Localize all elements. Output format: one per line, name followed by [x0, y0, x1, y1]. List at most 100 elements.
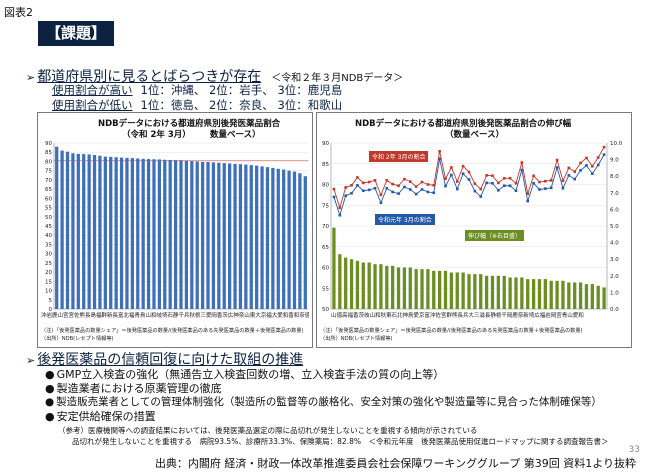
y-tick-label: 30	[45, 252, 52, 258]
bar	[109, 156, 113, 309]
bullet-item: ● 製造販売業者としての管理体制強化（製造所の監督等の厳格化、安全対策の強化や製造…	[45, 394, 602, 409]
growth-bar	[549, 280, 553, 309]
r1-point	[373, 186, 377, 190]
y-tick-label: 55	[45, 206, 52, 212]
growth-bar	[367, 262, 371, 309]
r2-point	[467, 170, 471, 174]
bar	[168, 159, 172, 309]
r2-point	[397, 184, 400, 188]
y-tick-label: 15	[45, 279, 52, 285]
r2-point	[408, 180, 412, 183]
bar	[222, 163, 226, 309]
growth-bar	[420, 269, 424, 309]
growth-bar	[455, 272, 459, 309]
left-chart-subtitle: （令和 2年 3月）	[122, 130, 191, 140]
r2-point	[379, 193, 383, 197]
y-tick-label: 65	[322, 245, 329, 251]
bar	[146, 159, 151, 309]
y-tick-label: 90	[45, 141, 52, 147]
growth-bar	[490, 275, 495, 309]
bar	[206, 161, 210, 309]
section1-note: ＜令和２年３月NDBデータ＞	[271, 73, 404, 84]
bullet-text: GMP立入検査の強化（無通告立入検査回数の増、立入検査手法の質の向上等）	[56, 368, 445, 381]
r2-point	[361, 181, 365, 185]
bar	[60, 150, 64, 309]
growth-bar	[449, 272, 454, 309]
r2-point	[420, 180, 424, 184]
low-usage-text: 1位：徳島、 2位：奈良、 3位：和歌山	[140, 98, 343, 112]
bullet-item: ● 製造業者における原薬管理の徹底	[45, 380, 222, 396]
r1-point	[491, 181, 494, 185]
bullet-dot-icon: ●	[45, 382, 55, 395]
r2-point	[338, 206, 342, 210]
r2-point	[591, 164, 594, 168]
r2-point	[585, 156, 588, 160]
growth-bar	[355, 260, 360, 309]
growth-bar	[408, 267, 412, 309]
r2-point	[414, 185, 418, 188]
y-tick-label: 50	[322, 307, 329, 313]
y-tick-label: 60	[322, 266, 329, 272]
r1-point	[414, 192, 418, 196]
bar	[282, 169, 286, 309]
r1-point	[508, 184, 512, 188]
r1-point	[461, 172, 465, 176]
section1-title: 都道府県別に見るとばらつきが存在	[37, 69, 262, 85]
label-r2: 令和 2年 3月の割合	[369, 151, 429, 162]
r2-point	[385, 179, 389, 182]
left-chart-xlabels: 沖岩鹿山宮宮佐熊長島福群新長富北福青鳥山和岐埼石静千兵秋栃三愛岡香茨広神奈山東大…	[41, 313, 309, 319]
r2-point	[444, 177, 447, 180]
bar	[271, 167, 275, 309]
r2-point	[532, 174, 535, 178]
right-chart-title: NDBデータにおける都道府県別後発医薬品割合の伸び幅	[355, 119, 572, 129]
bar	[114, 157, 118, 309]
growth-bar	[467, 274, 471, 309]
bar	[125, 157, 129, 309]
growth-bar	[385, 265, 389, 309]
growth-bar	[338, 254, 342, 309]
arrow-icon: ➢	[26, 71, 36, 84]
r1-point	[585, 164, 588, 167]
bullet-dot-icon: ●	[45, 368, 55, 381]
r2-point	[479, 187, 483, 191]
y-tick-label: 40	[45, 233, 52, 239]
growth-bar	[344, 257, 348, 309]
high-usage-label: 使用割合が高い	[52, 83, 133, 97]
y-tick-label: 45	[45, 224, 52, 230]
growth-bar	[426, 269, 430, 309]
r1-point	[385, 186, 389, 190]
high-usage-text: 1位：沖縄、 2位：岩手、 3位：鹿児島	[140, 83, 343, 97]
y-tick-label: 80	[322, 183, 329, 189]
y-tick-label: 55	[322, 286, 329, 292]
r1-point	[520, 168, 524, 172]
high-usage-line: 使用割合が高い 1位：沖縄、 2位：岩手、 3位：鹿児島	[52, 82, 342, 98]
growth-bar	[602, 287, 606, 309]
growth-bar	[332, 227, 336, 309]
bar	[136, 158, 140, 309]
reference-line2: 品切れが発生しないことを重視する 病院93.5%、診療所33.3%、保険薬局：8…	[72, 437, 609, 446]
bar	[119, 157, 124, 309]
r2-point	[514, 181, 518, 185]
r1-point	[438, 157, 441, 161]
bar	[130, 158, 134, 309]
bullet-text: 製造業者における原薬管理の徹底	[56, 382, 222, 395]
r1-point	[432, 191, 436, 195]
bar	[173, 160, 178, 309]
bar	[287, 170, 291, 309]
growth-bar	[414, 269, 418, 309]
low-usage-label: 使用割合が低い	[52, 98, 133, 112]
r1-point	[350, 191, 353, 195]
bullet-item: ● 安定供給確保の措置	[45, 408, 156, 424]
growth-bar	[514, 277, 518, 309]
r2-point	[403, 177, 406, 181]
r1-point	[379, 201, 383, 205]
growth-bar	[373, 264, 377, 309]
growth-bar	[502, 275, 506, 309]
y-tick-label: 20	[45, 270, 52, 276]
bar	[249, 165, 253, 309]
y-tick-label: 10	[45, 289, 52, 295]
r1-point	[397, 192, 400, 195]
r2-point	[538, 180, 541, 184]
r1-point	[367, 188, 371, 192]
bar	[195, 161, 199, 309]
